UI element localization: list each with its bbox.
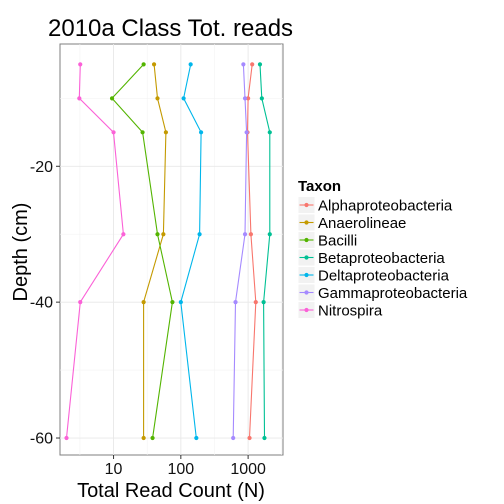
legend-label: Bacilli <box>318 233 357 250</box>
legend-label: Gammaproteobacteria <box>318 285 468 302</box>
data-point <box>246 96 251 101</box>
legend-item: Bacilli <box>297 231 357 250</box>
legend-key-point <box>304 202 309 208</box>
data-point <box>244 130 249 135</box>
legend-label: Nitrospira <box>318 303 383 320</box>
legend-key-point <box>304 290 309 295</box>
legend-key-point <box>304 255 309 260</box>
x-tick-label: 1000 <box>230 461 266 478</box>
series-group <box>231 62 249 441</box>
x-tick-label: 10 <box>105 461 123 478</box>
series-group <box>141 62 169 441</box>
legend-key-point <box>304 220 309 225</box>
legend-item: Alphaproteobacteria <box>297 196 453 215</box>
data-point <box>178 300 183 305</box>
legend: Taxon AlphaproteobacteriaAnaerolineaeBac… <box>297 178 468 320</box>
legend-item: Anaerolineae <box>297 213 406 232</box>
data-point <box>151 62 157 67</box>
series-group <box>178 62 204 441</box>
series-group <box>109 62 175 441</box>
data-point <box>261 300 266 305</box>
series-line <box>259 64 271 439</box>
data-point <box>155 96 160 101</box>
data-point <box>141 435 146 441</box>
legend-item: Betaproteobacteria <box>297 248 445 267</box>
series-line <box>180 64 202 439</box>
data-point <box>141 300 146 305</box>
legend-item: Deltaproteobacteria <box>297 266 450 285</box>
data-point <box>241 62 246 67</box>
x-axis: 10 100 1000 <box>105 455 266 478</box>
data-point <box>233 300 238 305</box>
data-point <box>140 130 145 135</box>
panel-background <box>59 43 284 456</box>
series-layer <box>64 62 272 441</box>
data-point <box>121 232 126 237</box>
data-point <box>188 62 193 67</box>
legend-key-point <box>304 307 309 313</box>
data-point <box>77 96 82 101</box>
data-point <box>109 96 115 101</box>
data-point <box>253 300 258 305</box>
data-point <box>78 62 83 67</box>
legend-label: Deltaproteobacteria <box>318 268 450 285</box>
data-point <box>250 62 255 67</box>
legend-label: Anaerolineae <box>318 215 406 232</box>
series-line <box>143 64 167 438</box>
data-point <box>78 300 83 305</box>
x-tick-label: 100 <box>167 461 194 478</box>
data-point <box>267 232 272 237</box>
legend-key-point <box>304 272 309 278</box>
y-tick-label: -60 <box>30 431 53 448</box>
series-line <box>246 64 257 439</box>
y-axis-title: Depth (cm) <box>10 203 32 302</box>
data-point <box>141 62 146 67</box>
legend-label: Betaproteobacteria <box>318 250 445 267</box>
data-point <box>111 130 116 135</box>
data-point <box>267 130 272 135</box>
series-line <box>65 64 124 439</box>
legend-item: Nitrospira <box>297 301 383 320</box>
series-line <box>111 64 173 439</box>
legend-item: Gammaproteobacteria <box>297 283 468 302</box>
data-point <box>64 435 69 441</box>
data-point <box>161 232 166 237</box>
legend-key-point <box>304 237 309 243</box>
data-point <box>242 232 248 237</box>
legend-label: Alphaproteobacteria <box>318 198 453 215</box>
data-point <box>194 435 199 441</box>
data-point <box>248 232 253 237</box>
data-point <box>155 232 160 237</box>
series-line <box>232 64 248 439</box>
data-point <box>181 96 186 101</box>
legend-title: Taxon <box>298 178 341 195</box>
data-point <box>257 62 263 67</box>
data-point <box>259 96 264 101</box>
chart-title: 2010a Class Tot. reads <box>48 15 293 42</box>
series-group <box>64 62 126 441</box>
data-point <box>150 435 155 441</box>
data-point <box>198 130 204 135</box>
data-point <box>170 300 175 305</box>
x-axis-title: Total Read Count (N) <box>77 480 265 502</box>
plot-panel <box>59 43 284 456</box>
data-point <box>247 435 252 441</box>
y-axis: -20 -40 -60 <box>30 159 60 448</box>
data-point <box>197 232 202 237</box>
data-point <box>242 96 248 101</box>
y-tick-label: -40 <box>30 295 53 312</box>
data-point <box>163 130 169 135</box>
y-tick-label: -20 <box>30 159 53 176</box>
data-point <box>262 435 267 441</box>
data-point <box>231 435 236 441</box>
series-group <box>257 62 272 441</box>
